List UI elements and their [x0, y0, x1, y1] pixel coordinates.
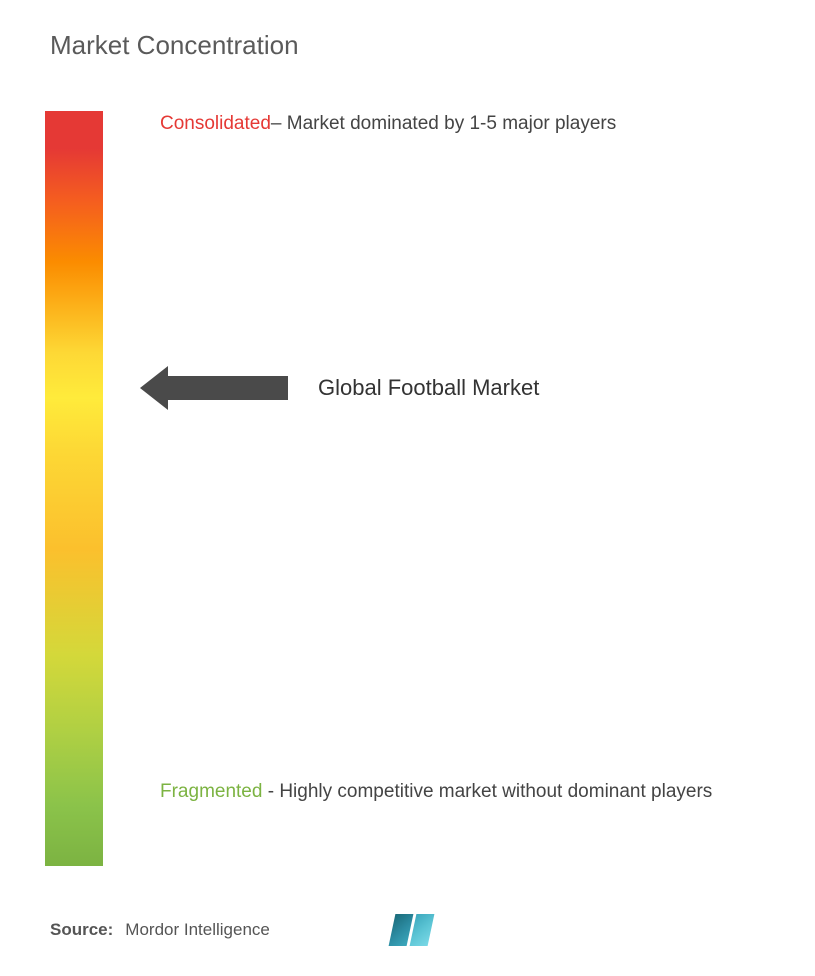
arrow-left-icon [140, 366, 168, 410]
consolidated-word: Consolidated [160, 113, 271, 134]
concentration-infographic: Consolidated– Market dominated by 1-5 ma… [40, 111, 775, 871]
market-indicator: Global Football Market [140, 366, 539, 410]
source-label: Source: [50, 920, 113, 940]
market-label: Global Football Market [318, 375, 539, 401]
gradient-scale-bar [45, 111, 103, 866]
source-name: Mordor Intelligence [125, 920, 270, 940]
arrow-body [168, 376, 288, 400]
mordor-logo-icon [392, 914, 431, 946]
source-attribution: Source: Mordor Intelligence [50, 914, 431, 946]
page-title: Market Concentration [50, 30, 775, 61]
fragmented-word: Fragmented [160, 781, 262, 802]
fragmented-label: Fragmented - Highly competitive market w… [160, 776, 712, 808]
consolidated-description: – Market dominated by 1-5 major players [271, 113, 616, 134]
logo-bar-2 [409, 914, 434, 946]
consolidated-label: Consolidated– Market dominated by 1-5 ma… [160, 111, 616, 138]
fragmented-description: - Highly competitive market without domi… [262, 781, 712, 802]
